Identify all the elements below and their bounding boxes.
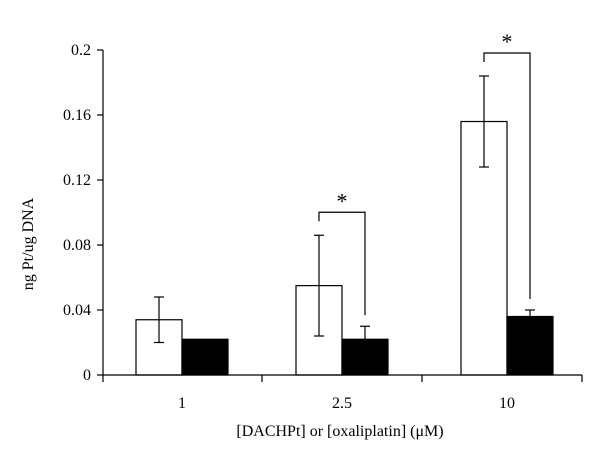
y-tick-label: 0.04 [63,302,91,319]
bar [181,338,229,376]
y-tick-label: 0.2 [71,42,91,59]
significance-star: * [337,188,348,213]
bars [135,120,554,376]
x-tick-label: 1 [178,395,186,412]
significance-star: * [502,29,513,54]
y-tick-label: 0.08 [63,237,91,254]
x-tick-label: 10 [499,395,515,412]
y-tick-label: 0.12 [63,172,91,189]
error-bars [154,75,535,353]
y-tick-label: 0.16 [63,107,91,124]
bar [506,315,554,376]
bar [341,338,389,376]
y-tick-label: 0 [83,367,91,384]
significance-markers: ** [318,29,531,316]
significance-bracket [483,52,531,299]
significance-bracket [318,211,366,316]
y-axis-title: ng Pt/ug DNA [20,197,37,290]
x-axis-title: [DACHPt] or [oxaliplatin] (μM) [236,423,443,440]
x-tick-label: 2.5 [332,395,352,412]
axes: 0 0.04 0.08 0.12 0.16 0.2 1 2.5 10 [63,42,583,412]
